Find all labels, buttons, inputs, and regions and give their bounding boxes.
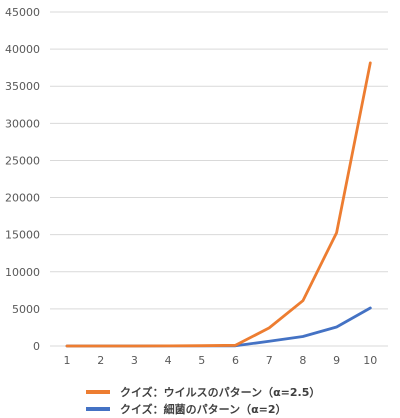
legend: クイズ：ウイルスのパターン（α=2.5） クイズ：細菌のパターン（α=2） bbox=[86, 383, 320, 417]
y-tick-label: 0 bbox=[33, 340, 40, 353]
x-tick-label: 1 bbox=[64, 354, 71, 367]
y-tick-label: 40000 bbox=[5, 43, 40, 56]
y-tick-label: 15000 bbox=[5, 229, 40, 242]
series-lines bbox=[65, 61, 372, 348]
x-tick-label: 6 bbox=[232, 354, 239, 367]
x-tick-label: 3 bbox=[131, 354, 138, 367]
x-tick-label: 9 bbox=[333, 354, 340, 367]
y-tick-label: 20000 bbox=[5, 192, 40, 205]
legend-swatch-bacteria bbox=[86, 406, 110, 411]
y-tick-label: 25000 bbox=[5, 154, 40, 167]
x-tick-label: 10 bbox=[363, 354, 377, 367]
gridlines bbox=[50, 11, 388, 347]
x-axis-ticks: 1 2 3 4 5 6 7 8 9 10 bbox=[64, 354, 378, 367]
y-axis-ticks: 0 5000 10000 15000 20000 25000 30000 35000 40000… bbox=[5, 6, 40, 353]
y-tick-label: 35000 bbox=[5, 80, 40, 93]
x-tick-label: 8 bbox=[299, 354, 306, 367]
legend-item-bacteria: クイズ：細菌のパターン（α=2） bbox=[86, 400, 320, 417]
series-line-virus bbox=[65, 61, 372, 348]
x-tick-label: 4 bbox=[165, 354, 172, 367]
x-tick-label: 7 bbox=[266, 354, 273, 367]
y-tick-label: 30000 bbox=[5, 117, 40, 130]
x-tick-label: 2 bbox=[97, 354, 104, 367]
legend-item-virus: クイズ：ウイルスのパターン（α=2.5） bbox=[86, 383, 320, 400]
line-chart: 0 5000 10000 15000 20000 25000 30000 35000 40000… bbox=[5, 6, 388, 367]
y-tick-label: 5000 bbox=[12, 303, 40, 316]
y-tick-label: 10000 bbox=[5, 266, 40, 279]
x-tick-label: 5 bbox=[198, 354, 205, 367]
legend-label-virus: クイズ：ウイルスのパターン（α=2.5） bbox=[120, 385, 321, 399]
series-line-bacteria bbox=[65, 306, 372, 348]
legend-label-bacteria: クイズ：細菌のパターン（α=2） bbox=[120, 402, 287, 416]
legend-swatch-virus bbox=[86, 389, 110, 394]
y-tick-label: 45000 bbox=[5, 6, 40, 19]
